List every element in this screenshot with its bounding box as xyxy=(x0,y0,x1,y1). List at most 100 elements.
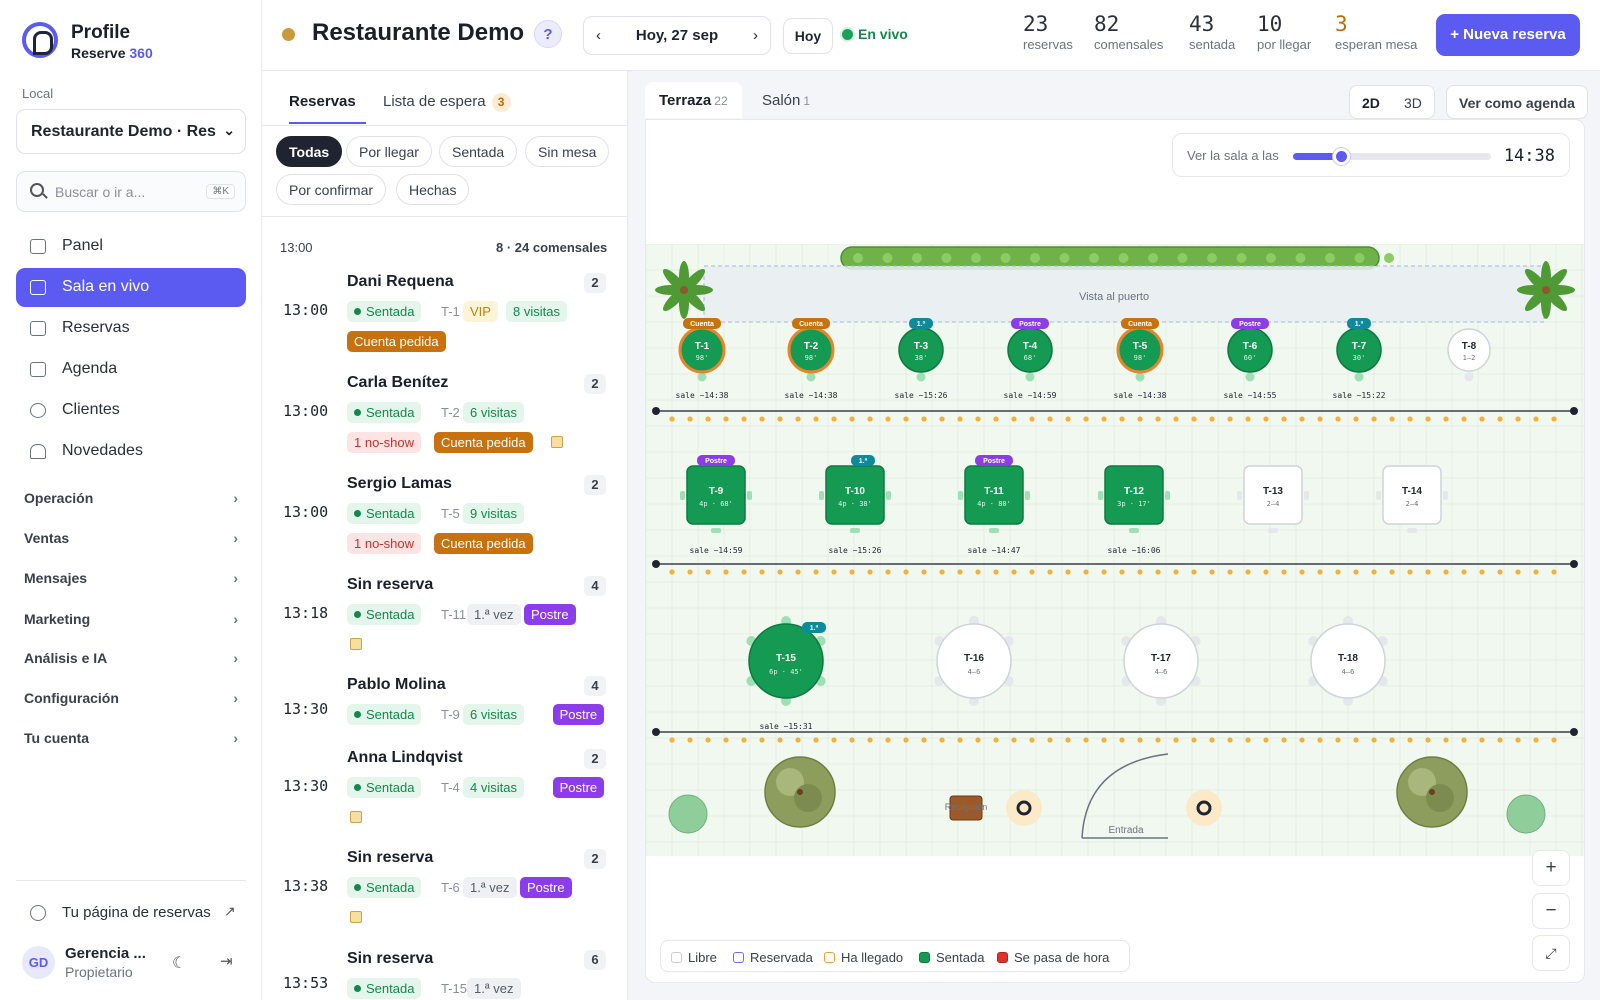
light-bulb xyxy=(1065,416,1071,422)
legend-swatch xyxy=(671,952,682,963)
nav-item-reservas[interactable]: Reservas xyxy=(16,309,246,348)
section-analisis[interactable]: Análisis e IA › xyxy=(24,650,238,666)
booking-page-link[interactable]: Tu página de reservas xyxy=(62,904,211,921)
table-t-18[interactable] xyxy=(1310,623,1386,699)
table-t-16[interactable] xyxy=(936,623,1012,699)
table-out-time: sale ~15:26 xyxy=(895,391,948,400)
filter-por-confirmar[interactable]: Por confirmar xyxy=(276,174,387,205)
table-t-17[interactable] xyxy=(1123,623,1199,699)
light-bulb xyxy=(1407,569,1413,575)
section-label: Configuración xyxy=(24,690,119,706)
table-seat xyxy=(1025,491,1030,500)
light-bulb xyxy=(1029,737,1035,743)
table-label: T-15 xyxy=(441,981,468,996)
time-slider[interactable] xyxy=(1293,148,1491,165)
table-t-10[interactable] xyxy=(825,465,885,525)
table-label: T-1 xyxy=(441,304,460,319)
table-tag-badge xyxy=(1231,318,1269,329)
light-bulb xyxy=(1461,569,1467,575)
filter-sin-mesa[interactable]: Sin mesa xyxy=(525,136,610,167)
local-select[interactable]: Restaurante Demo · Res ⌄ xyxy=(16,109,246,154)
logout-icon[interactable]: ⇥ xyxy=(220,953,233,970)
light-bulb xyxy=(903,569,909,575)
light-bulb xyxy=(1443,569,1449,575)
table-t-15[interactable] xyxy=(748,623,824,699)
section-operacion[interactable]: Operación › xyxy=(24,490,238,506)
search-input[interactable]: Buscar o ir a... ⌘K xyxy=(16,171,246,212)
guest-name[interactable]: Pablo Molina xyxy=(347,676,446,693)
table-t-8[interactable] xyxy=(1447,328,1491,372)
light-bulb xyxy=(1335,737,1341,743)
table-t-14[interactable] xyxy=(1382,465,1442,525)
moon-icon[interactable]: ☾ xyxy=(172,955,187,972)
guest-name[interactable]: Anna Lindqvist xyxy=(347,749,463,766)
party-size-badge: 2 xyxy=(584,475,606,495)
guest-name[interactable]: Dani Requena xyxy=(347,273,454,290)
nav-item-agenda[interactable]: Agenda xyxy=(16,350,246,389)
nav-item-sala-en-vivo[interactable]: Sala en vivo xyxy=(16,268,246,307)
table-t-12[interactable] xyxy=(1104,465,1164,525)
zoom-in-button[interactable]: + xyxy=(1532,850,1570,886)
external-link-icon[interactable]: ↗ xyxy=(224,903,236,919)
filter-todas[interactable]: Todas xyxy=(276,136,343,167)
guest-name[interactable]: Sin reserva xyxy=(347,576,434,593)
chevron-right-icon: › xyxy=(233,570,238,586)
next-day-button[interactable]: › xyxy=(753,27,758,44)
table-seat xyxy=(1443,491,1448,500)
shortcut-badge: ⌘K xyxy=(206,184,235,199)
light-bulb xyxy=(777,569,783,575)
light-bulb xyxy=(1191,737,1197,743)
nav-item-panel[interactable]: Panel xyxy=(16,227,246,266)
section-marketing[interactable]: Marketing › xyxy=(24,611,238,627)
light-bulb xyxy=(1227,569,1233,575)
section-ventas[interactable]: Ventas › xyxy=(24,530,238,546)
filter-sentada[interactable]: Sentada xyxy=(439,136,518,167)
nav-item-novedades[interactable]: Novedades xyxy=(16,432,246,471)
light-bulb xyxy=(849,737,855,743)
fullscreen-button[interactable]: ⤢ xyxy=(1532,935,1570,971)
agenda-view-button[interactable]: Ver como agenda xyxy=(1446,85,1588,119)
table-tag: Postre xyxy=(983,458,1005,465)
filter-por-llegar[interactable]: Por llegar xyxy=(346,136,432,167)
help-button[interactable]: ? xyxy=(534,20,562,48)
light-bulb xyxy=(1173,569,1179,575)
tree-canopy xyxy=(1426,784,1454,812)
guest-name[interactable]: Carla Benítez xyxy=(347,374,449,391)
section-tu-cuenta[interactable]: Tu cuenta › xyxy=(24,730,238,746)
guest-name[interactable]: Sin reserva xyxy=(347,950,434,967)
avatar[interactable]: GD xyxy=(22,946,55,979)
filter-hechas[interactable]: Hechas xyxy=(396,174,470,205)
light-bulb xyxy=(1425,416,1431,422)
table-seat xyxy=(850,528,860,533)
view-3d-button[interactable]: 3D xyxy=(1392,85,1435,119)
tag-badge: Postre xyxy=(524,604,576,625)
view-2d-button[interactable]: 2D xyxy=(1349,85,1393,119)
guest-name[interactable]: Sergio Lamas xyxy=(347,475,452,492)
table-info: 98' xyxy=(696,354,709,362)
table-t-13[interactable] xyxy=(1243,465,1303,525)
time-slider-handle[interactable] xyxy=(1332,148,1350,165)
zoom-out-button[interactable]: − xyxy=(1532,893,1570,929)
view-zone xyxy=(703,265,1545,323)
section-mensajes[interactable]: Mensajes › xyxy=(24,570,238,586)
section-configuracion[interactable]: Configuración › xyxy=(24,690,238,706)
tab-count: 1 xyxy=(803,94,811,108)
guest-name[interactable]: Sin reserva xyxy=(347,849,434,866)
table-seat xyxy=(680,491,685,500)
table-tag-badge xyxy=(792,318,830,329)
light-post xyxy=(652,728,660,736)
reception-desk xyxy=(949,795,983,821)
today-button[interactable]: Hoy xyxy=(783,18,833,54)
nav-item-clientes[interactable]: Clientes xyxy=(16,391,246,430)
tab-terraza[interactable]: Terraza 22 xyxy=(645,82,742,118)
time-scrubber-label: Ver la sala a las xyxy=(1187,148,1279,163)
new-reservation-button[interactable]: + Nueva reserva xyxy=(1436,14,1580,56)
tab-label: Terraza xyxy=(659,92,712,109)
light-bulb xyxy=(1551,737,1557,743)
tab-salon[interactable]: Salón 1 xyxy=(748,82,824,118)
light-bulb xyxy=(885,416,891,422)
current-date[interactable]: Hoy, 27 sep xyxy=(635,27,719,44)
prev-day-button[interactable]: ‹ xyxy=(596,27,601,44)
tab-lista-espera[interactable]: Lista de espera 3 xyxy=(383,93,511,112)
tab-reservas[interactable]: Reservas xyxy=(289,93,356,110)
